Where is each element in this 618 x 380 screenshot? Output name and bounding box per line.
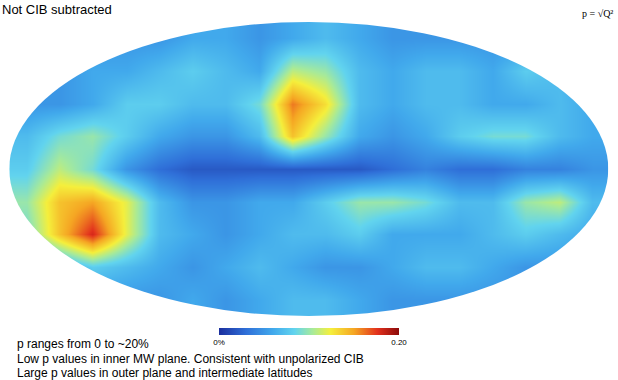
svg-text:Not CIB subtracted: Not CIB subtracted — [2, 2, 112, 17]
svg-text:p = √Q²: p = √Q² — [582, 8, 613, 19]
svg-text:Large p values in outer plane: Large p values in outer plane and interm… — [17, 366, 313, 380]
svg-text:p ranges from 0 to ~20%: p ranges from 0 to ~20% — [17, 337, 149, 351]
svg-text:0%: 0% — [213, 338, 225, 347]
svg-text:Low p values in inner MW plane: Low p values in inner MW plane. Consiste… — [17, 352, 364, 366]
svg-text:0.20: 0.20 — [391, 338, 407, 347]
